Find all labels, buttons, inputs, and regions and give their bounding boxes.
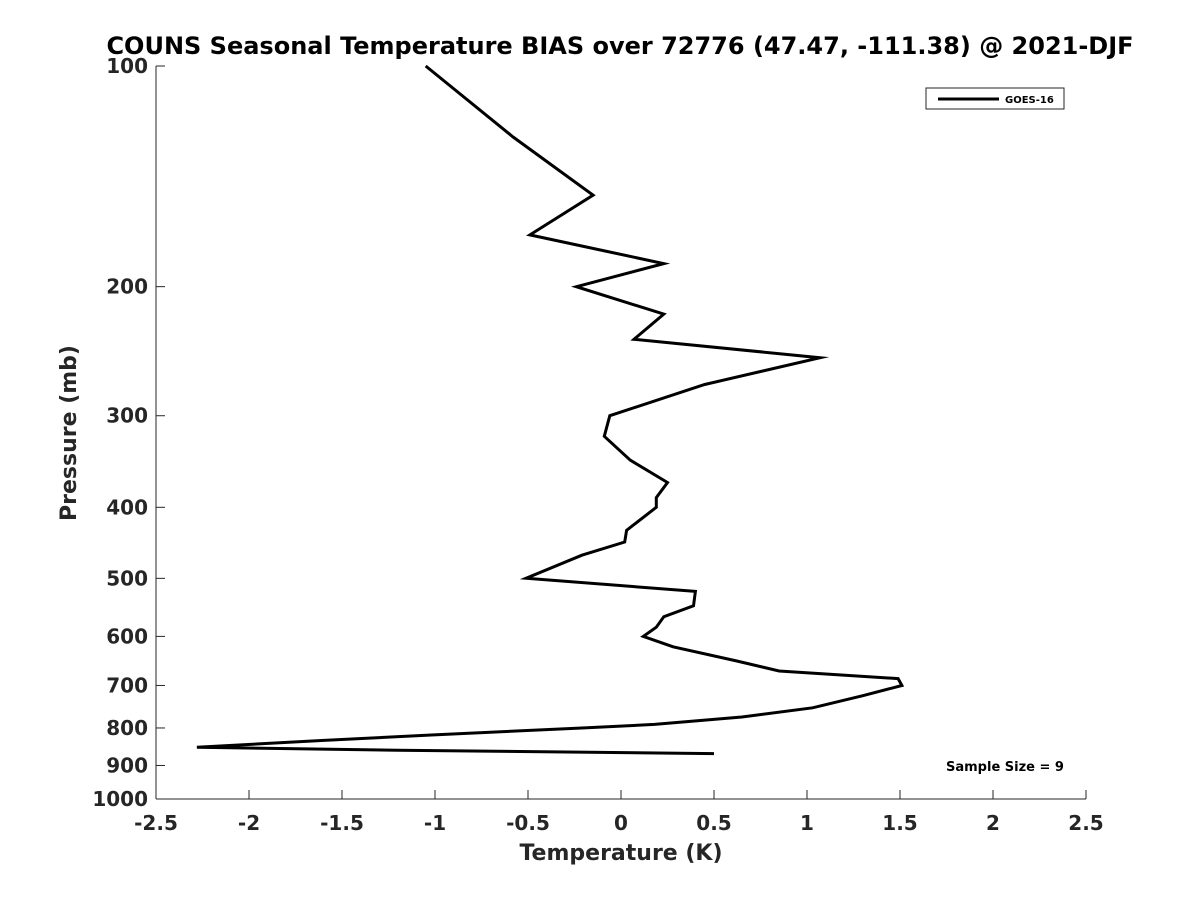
legend: GOES-16 bbox=[925, 87, 1065, 110]
sample-size-annotation: Sample Size = 9 bbox=[946, 760, 1064, 775]
legend-label-goes-16: GOES-16 bbox=[1005, 95, 1054, 106]
y-tick-label: 800 bbox=[106, 716, 148, 740]
y-tick-label: 1000 bbox=[92, 787, 148, 811]
y-tick-label: 700 bbox=[106, 673, 148, 697]
x-tick-label: -2 bbox=[238, 811, 260, 835]
series-line-goes-16 bbox=[196, 64, 905, 756]
x-ticks: -2.5 -2 -1.5 -1 -0.5 0 0.5 1 1.5 2 2.5 bbox=[134, 790, 1104, 835]
axes bbox=[155, 66, 1086, 800]
x-tick-label: 0.5 bbox=[696, 811, 731, 835]
x-tick-label: 0 bbox=[614, 811, 628, 835]
x-tick-label: 2 bbox=[986, 811, 1000, 835]
y-tick-label: 400 bbox=[106, 495, 148, 519]
y-tick-label: 300 bbox=[106, 404, 148, 428]
y-tick-label: 500 bbox=[106, 566, 148, 590]
y-tick-label: 900 bbox=[106, 753, 148, 777]
y-ticks: 100 200 300 400 500 600 700 800 900 1000 bbox=[92, 54, 165, 811]
y-tick-label: 600 bbox=[106, 624, 148, 648]
y-tick-label: 100 bbox=[106, 54, 148, 78]
x-tick-label: -2.5 bbox=[134, 811, 178, 835]
x-tick-label: 2.5 bbox=[1068, 811, 1103, 835]
y-tick-label: 200 bbox=[106, 275, 148, 299]
series-layer bbox=[196, 64, 905, 756]
x-tick-label: 1 bbox=[800, 811, 814, 835]
x-axis-label: Temperature (K) bbox=[519, 841, 722, 866]
x-tick-label: 1.5 bbox=[882, 811, 917, 835]
x-tick-label: -1.5 bbox=[320, 811, 364, 835]
x-tick-label: -0.5 bbox=[506, 811, 550, 835]
y-axis-label: Pressure (mb) bbox=[57, 345, 82, 521]
x-tick-label: -1 bbox=[424, 811, 446, 835]
chart-title: COUNS Seasonal Temperature BIAS over 727… bbox=[106, 32, 1133, 60]
